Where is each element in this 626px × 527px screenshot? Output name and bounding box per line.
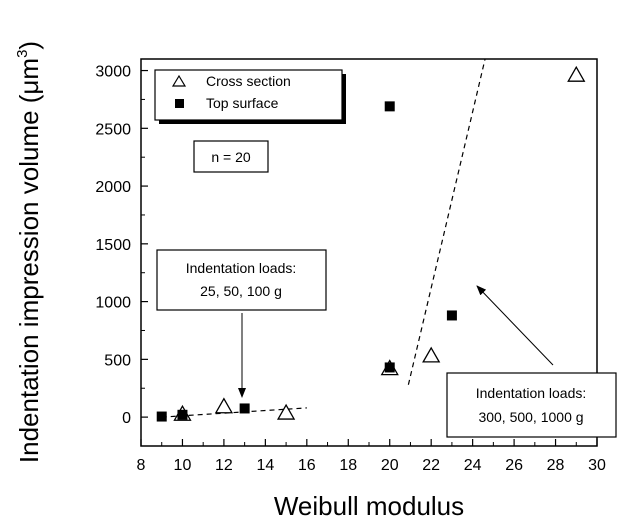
- legend-label-cross-section: Cross section: [206, 73, 291, 89]
- cross-section-point: [276, 403, 296, 420]
- cross-section-point: [422, 346, 441, 363]
- top-surface-point: [384, 362, 395, 373]
- y-axis-title: Indentation impression volume (μm3): [14, 41, 44, 463]
- x-tick-label: 12: [215, 457, 233, 474]
- x-tick-label: 14: [256, 457, 274, 474]
- x-tick-label: 24: [464, 457, 482, 474]
- legend-triangle-icon: [171, 74, 187, 87]
- top-surface-point: [156, 411, 167, 422]
- sample-size-annotation: n = 20: [193, 140, 269, 173]
- top-surface-point: [384, 101, 395, 112]
- high-load-arrow: [476, 285, 554, 366]
- y-tick-label: 1000: [95, 295, 131, 312]
- low-load-line-2: 25, 50, 100 g: [200, 283, 282, 299]
- legend-label-top-surface: Top surface: [206, 95, 279, 111]
- y-tick-label: 2500: [95, 121, 131, 138]
- y-axis-title-exponent: 3: [14, 50, 31, 58]
- legend: Cross section Top surface: [154, 69, 346, 124]
- x-axis-title: Weibull modulus: [274, 491, 464, 521]
- top-surface-point: [446, 310, 457, 321]
- trend-line: [161, 407, 307, 418]
- high-load-line-1: Indentation loads:: [476, 385, 587, 401]
- y-tick-label: 2000: [95, 179, 131, 196]
- y-tick-label: 0: [122, 410, 131, 427]
- low-load-line-1: Indentation loads:: [186, 260, 297, 276]
- x-tick-label: 10: [174, 457, 192, 474]
- legend-square-icon: [175, 99, 184, 108]
- trend-line: [407, 58, 486, 385]
- y-tick-label: 3000: [95, 64, 131, 81]
- cross-section-point: [567, 65, 586, 82]
- x-tick-label: 28: [547, 457, 565, 474]
- high-load-line-2: 300, 500, 1000 g: [478, 409, 583, 425]
- sample-size-box: [193, 140, 269, 173]
- high-load-annotation: Indentation loads: 300, 500, 1000 g: [446, 285, 617, 438]
- y-axis: 0 500 1000 1500 2000 2500 3000: [95, 64, 148, 447]
- trend-lines: [161, 58, 486, 418]
- y-tick-label: 1500: [95, 237, 131, 254]
- x-axis: 8 10 12 14 16 18 20 22 24 26 28 30: [137, 439, 606, 474]
- legend-box: [154, 69, 343, 121]
- high-load-box: [446, 372, 617, 438]
- x-tick-label: 26: [505, 457, 523, 474]
- y-tick-label: 500: [104, 352, 131, 369]
- top-surface-point: [239, 403, 250, 414]
- top-surface-point: [177, 409, 188, 420]
- low-load-annotation: Indentation loads: 25, 50, 100 g: [156, 249, 327, 398]
- x-tick-label: 22: [422, 457, 440, 474]
- x-tick-label: 8: [137, 457, 146, 474]
- cross-section-point: [214, 397, 234, 414]
- data-points: [156, 65, 586, 422]
- low-load-box: [156, 249, 327, 311]
- x-tick-label: 20: [381, 457, 399, 474]
- x-tick-label: 16: [298, 457, 316, 474]
- sample-size-label: n = 20: [211, 149, 251, 165]
- x-tick-label: 30: [588, 457, 606, 474]
- x-tick-label: 18: [339, 457, 357, 474]
